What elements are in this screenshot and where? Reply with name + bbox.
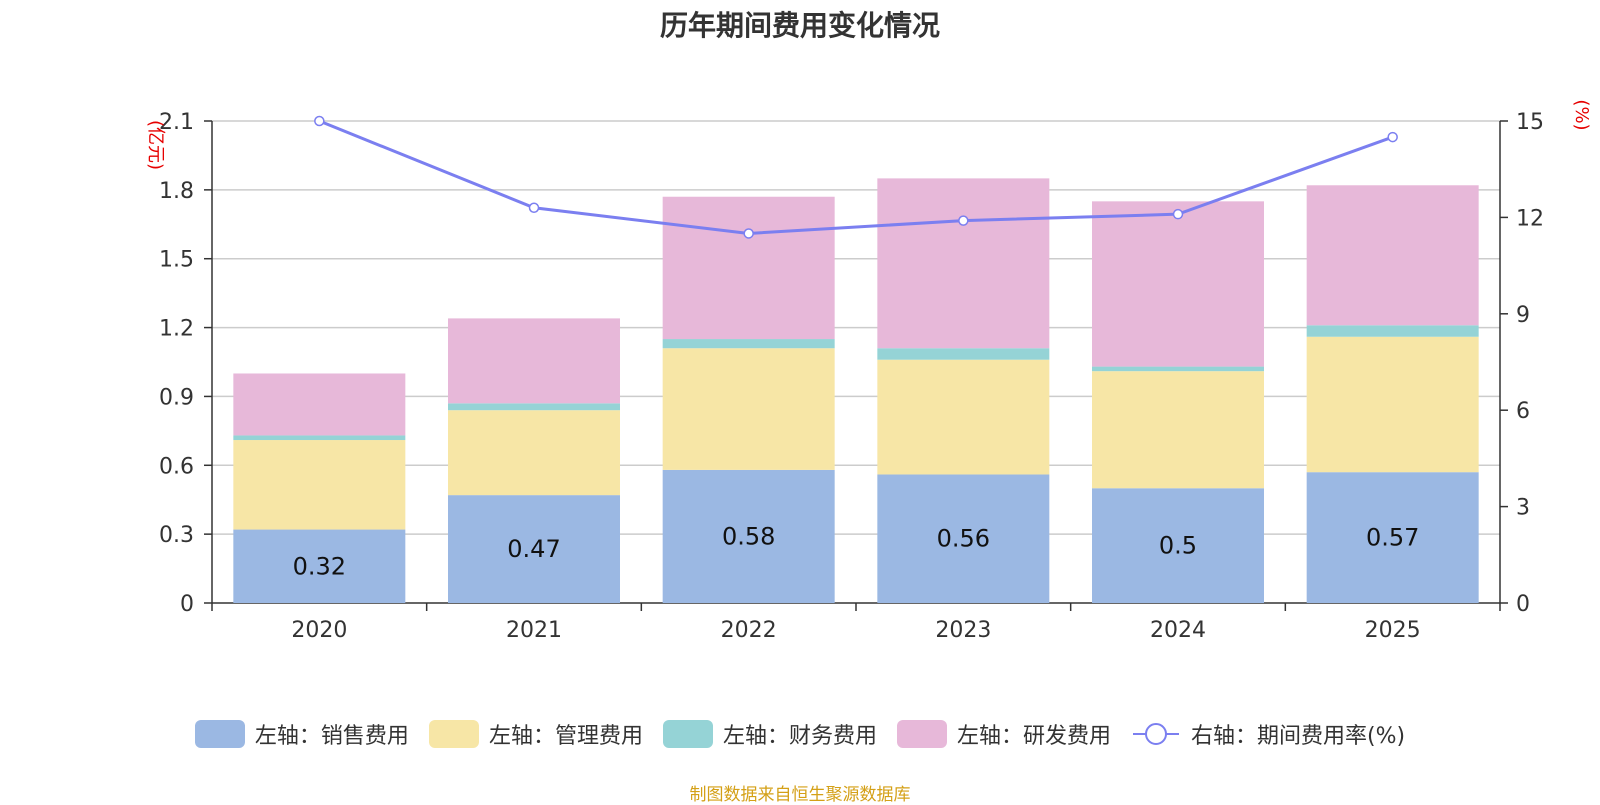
rate-point	[958, 215, 969, 226]
left-axis-tick-label: 1.5	[159, 248, 194, 273]
legend-swatch-admin	[428, 720, 479, 748]
right-axis-tick-label: 0	[1516, 592, 1530, 617]
right-axis-tick-label: 6	[1516, 399, 1530, 424]
bar-segment-3	[1092, 366, 1264, 372]
bar-segment-3	[662, 339, 835, 349]
bar-segment-4	[662, 196, 835, 340]
bar-segment-2	[1092, 371, 1264, 489]
bar-segment-4	[233, 373, 406, 436]
footer-source: 制图数据来自恒生聚源数据库	[689, 785, 911, 805]
bar-segment-3	[448, 403, 620, 411]
bar-data-label: 0.47	[507, 535, 560, 563]
bar-segment-2	[877, 359, 1050, 475]
bar-segment-3	[1306, 325, 1479, 337]
rate-line	[318, 119, 1394, 235]
legend-swatch-finance	[662, 720, 713, 748]
right-axis-tick-label: 15	[1516, 110, 1544, 135]
rate-point	[743, 228, 754, 239]
x-axis-category-label: 2021	[506, 618, 562, 643]
left-axis-tick-label: 2.1	[159, 110, 194, 135]
bar-segment-4	[877, 178, 1050, 349]
legend-label-sales: 左轴：销售费用	[254, 724, 409, 749]
x-axis-category-label: 2024	[1150, 618, 1206, 643]
legend-label-rate: 右轴：期间费用率(%)	[1190, 724, 1406, 749]
legend-item-sales[interactable]: 左轴：销售费用	[194, 718, 409, 750]
bar-segment-1	[233, 529, 406, 603]
bar-segment-1	[1092, 488, 1264, 603]
legend-swatch-rnd	[896, 720, 947, 748]
x-axis-category-label: 2020	[291, 618, 347, 643]
left-axis-unit-label: (亿元)	[145, 120, 166, 170]
legend-item-rnd[interactable]: 左轴：研发费用	[896, 718, 1111, 750]
left-axis-tick-label: 1.8	[159, 179, 194, 204]
bar-segment-2	[448, 410, 620, 496]
bar-data-label: 0.5	[1159, 532, 1197, 560]
bar-segment-3	[877, 348, 1050, 360]
chart-title: 历年期间费用变化情况	[659, 9, 940, 42]
right-axis-tick-label: 12	[1516, 206, 1544, 231]
legend-label-rnd: 左轴：研发费用	[956, 724, 1111, 749]
bar-segment-4	[1092, 201, 1264, 367]
rate-point	[1172, 208, 1184, 220]
legend-item-admin[interactable]: 左轴：管理费用	[428, 718, 643, 750]
bar-segment-1	[877, 474, 1050, 603]
left-axis-tick-label: 0.3	[159, 523, 194, 548]
bar-segment-2	[662, 348, 835, 470]
bar-segment-1	[662, 469, 835, 603]
x-axis-category-label: 2022	[721, 618, 777, 643]
legend-line-marker-icon	[1132, 723, 1179, 745]
bar-segment-2	[233, 440, 406, 530]
legend-label-admin: 左轴：管理费用	[488, 724, 643, 749]
rate-point	[528, 202, 540, 214]
rate-point	[314, 115, 325, 127]
bar-segment-4	[1306, 185, 1479, 326]
legend-swatch-sales	[194, 720, 245, 748]
x-axis-category-label: 2025	[1365, 618, 1421, 643]
chart-plot: 0 0.3 0.6 0.9 1.2 1.5 1.8 2.1 0 3 6 9 12 15 (亿元) (%) 0.3…	[145, 99, 1592, 643]
chart-legend: 左轴：销售费用 左轴：管理费用 左轴：财务费用 左轴：研发费用 右轴：期间费用率…	[0, 718, 1600, 750]
legend-item-finance[interactable]: 左轴：财务费用	[662, 718, 877, 750]
right-axis-tick-label: 9	[1516, 303, 1530, 328]
x-axis-category-label: 2023	[935, 618, 991, 643]
rate-point	[1387, 131, 1398, 143]
bar-data-label: 0.57	[1366, 524, 1419, 552]
bar-data-label: 0.32	[293, 552, 346, 580]
bar-segment-1	[448, 495, 620, 603]
right-axis-tick-label: 3	[1516, 496, 1530, 521]
bar-segment-2	[1306, 336, 1479, 473]
right-axis-unit-label: (%)	[1571, 99, 1592, 130]
bar-segment-1	[1306, 472, 1479, 603]
left-axis-tick-label: 0.9	[159, 385, 194, 410]
bar-segment-4	[448, 318, 620, 404]
bar-segment-3	[233, 435, 406, 441]
bar-data-label: 0.58	[722, 522, 775, 550]
legend-item-rate[interactable]: 右轴：期间费用率(%)	[1131, 718, 1405, 750]
left-axis-tick-label: 0.6	[159, 454, 194, 479]
bar-data-label: 0.56	[937, 525, 990, 553]
legend-label-finance: 左轴：财务费用	[722, 724, 877, 749]
left-axis-tick-label: 1.2	[159, 317, 194, 342]
left-axis-tick-label: 0	[180, 592, 194, 617]
